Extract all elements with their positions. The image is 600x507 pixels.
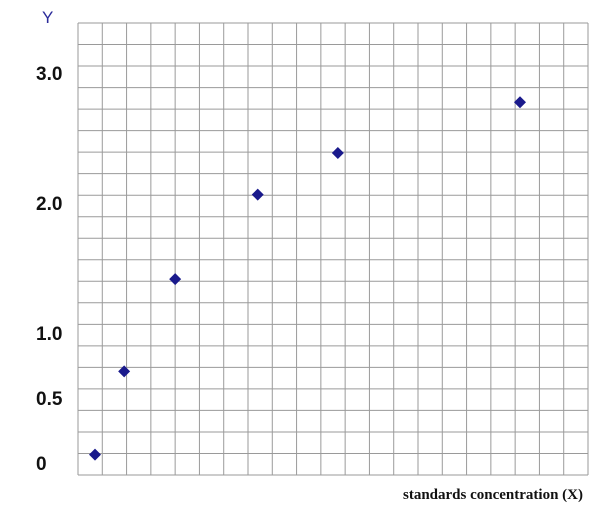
y-tick-label: 2.0	[36, 194, 62, 215]
point	[169, 273, 182, 286]
point	[118, 365, 131, 378]
y-axis-label: Y	[42, 8, 53, 27]
y-tick-label: 0.5	[36, 389, 63, 410]
x-axis-label: standards concentration (X)	[403, 487, 583, 503]
y-tick-label: 0	[36, 454, 47, 475]
grid	[77, 22, 589, 476]
point	[89, 448, 101, 461]
point	[251, 188, 264, 201]
y-tick-label: 1.0	[36, 324, 62, 345]
point	[514, 96, 526, 109]
y-tick-label: 3.0	[36, 64, 62, 85]
point	[331, 147, 344, 159]
